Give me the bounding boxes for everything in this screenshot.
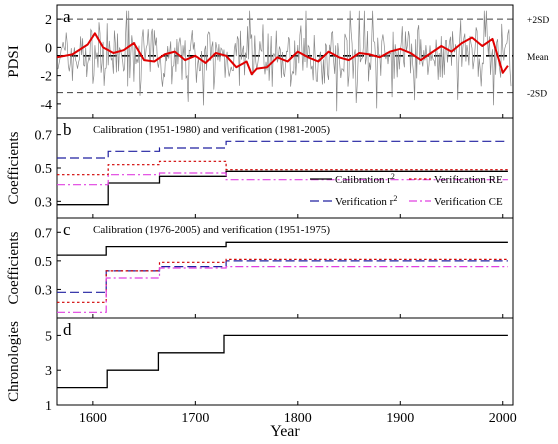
step-series-line — [57, 241, 508, 256]
y-axis-label: Chronologies — [6, 321, 22, 402]
y-tick-label: -2 — [40, 70, 52, 85]
legend-entry-label: Calibration r2 — [335, 172, 395, 186]
x-tick-label: 1600 — [79, 411, 107, 426]
step-series-line — [57, 160, 508, 176]
reference-label: -2SD — [527, 90, 547, 100]
panel-a: -4 -2 0 2 PDSI a +2SD Mean -2SD — [6, 4, 549, 119]
step-series-line — [57, 140, 508, 159]
y-tick-label: 0.3 — [35, 195, 53, 210]
y-tick-label: -4 — [40, 98, 52, 113]
y-tick-label: 0.5 — [35, 255, 53, 270]
panel-label: a — [63, 7, 71, 26]
y-tick-label: 0.3 — [35, 283, 53, 298]
y-tick-label: 2 — [45, 13, 52, 28]
raw-series-line — [57, 10, 512, 112]
step-series-line — [57, 334, 508, 389]
legend-entry-label: Verification RE — [434, 174, 503, 186]
y-tick-label: 3 — [45, 364, 52, 379]
legend: Calibration r2 Verification r2 Verificatio… — [310, 172, 503, 208]
y-tick-label: 5 — [45, 329, 52, 344]
y-tick-label: 0.7 — [35, 226, 53, 241]
y-axis-label: Coefficients — [6, 131, 22, 204]
panel-c: 0.3 0.5 0.7 Coefficients c Calibration (1976-… — [6, 217, 514, 319]
panel-title: Calibration (1951-1980) and verification… — [93, 124, 330, 136]
step-series-line — [57, 172, 508, 186]
step-series-line — [57, 266, 508, 313]
x-tick-label: 1800 — [284, 411, 312, 426]
x-axis-label: Year — [270, 423, 300, 440]
panel-b: 0.3 0.5 0.7 Coefficients b Calibration (1951-… — [6, 117, 514, 219]
x-tick-label: 1900 — [386, 411, 414, 426]
y-tick-label: 0.5 — [35, 162, 53, 177]
panel-frame — [56, 317, 514, 406]
smoothed-series-line — [56, 32, 509, 76]
step-series-line — [57, 258, 508, 303]
x-tick-label: 1700 — [181, 411, 209, 426]
y-axis-label: PDSI — [6, 45, 22, 78]
panel-d: 1 3 5 Chronologies d 1600 1700 1800 1900 2000 Year — [6, 317, 517, 440]
panel-label: b — [63, 120, 72, 139]
step-series-line — [57, 170, 508, 206]
reference-label: Mean — [527, 53, 549, 63]
panel-title: Calibration (1976-2005) and verification… — [93, 224, 330, 236]
y-axis-label: Coefficients — [6, 231, 22, 304]
legend-entry-label: Verification r2 — [335, 194, 397, 208]
panel-label: c — [63, 220, 71, 239]
x-tick-label: 2000 — [489, 411, 517, 426]
panel-label: d — [63, 320, 72, 339]
reference-label: +2SD — [527, 16, 549, 26]
y-tick-label: 0 — [45, 41, 52, 56]
y-tick-label: 1 — [45, 399, 52, 414]
legend-entry-label: Verification CE — [434, 196, 503, 208]
y-tick-label: 0.7 — [35, 129, 53, 144]
step-series-line — [57, 260, 508, 293]
